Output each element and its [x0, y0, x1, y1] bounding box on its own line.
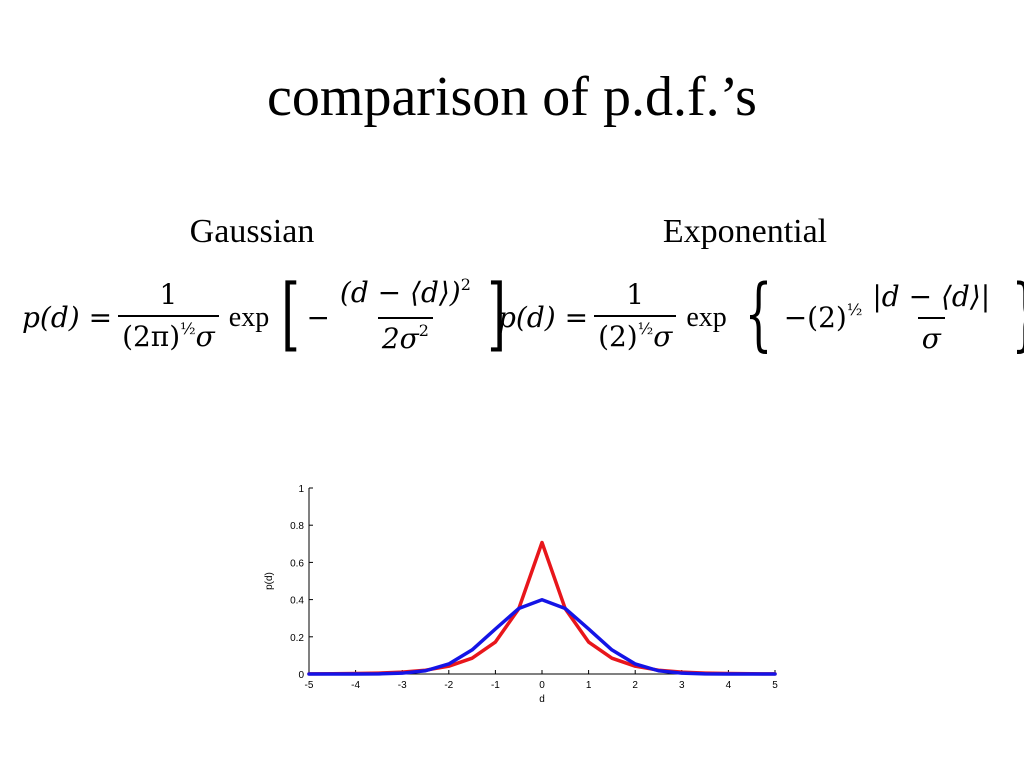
- exponential-prefactor: 1 (2)½σ: [594, 277, 677, 357]
- chart-axes: -5 -4 -3 -2 -1 0 1 2 3 4 5 0 0.2 0.4 0.6 0.8 1: [290, 484, 778, 691]
- slide-title: comparison of p.d.f.’s: [267, 66, 757, 128]
- gaussian-exp-word: exp: [228, 301, 270, 333]
- gaussian-exponent-denominator: 2σ2: [377, 316, 433, 359]
- gaussian-prefactor-denominator: (2π)½σ: [118, 314, 219, 357]
- x-tick-label: 3: [679, 680, 685, 691]
- gaussian-exponent-numerator: (d − ⟨d⟩)2: [339, 274, 471, 309]
- exponential-label: Exponential: [662, 213, 828, 250]
- exponential-exponent-numerator: |d − ⟨d⟩|: [872, 279, 991, 313]
- y-tick-label: 0: [298, 670, 304, 681]
- gaussian-series-line: [307, 598, 777, 676]
- x-tick-label: 1: [586, 680, 592, 691]
- exponential-close-brace: }: [1012, 273, 1024, 354]
- exponential-prefactor-numerator: 1: [626, 277, 645, 311]
- exponential-exponent-fraction: |d − ⟨d⟩| σ: [868, 279, 994, 355]
- exponential-exp-word: exp: [686, 301, 727, 333]
- x-tick-label: -4: [351, 680, 360, 691]
- x-tick-label: 4: [726, 680, 732, 691]
- x-tick-label: 2: [632, 680, 638, 691]
- x-tick-label: -3: [398, 680, 407, 691]
- chart-series: [307, 540, 777, 676]
- gaussian-minus: −: [306, 301, 330, 334]
- gaussian-formula: p(d) = 1 (2π)½σ exp [ − (d − ⟨d⟩)2 2σ2 ]: [22, 270, 512, 365]
- y-tick-label: 1: [298, 484, 304, 495]
- exponential-minus: −(2)½: [783, 300, 863, 334]
- x-tick-label: 5: [772, 680, 778, 691]
- gaussian-close-bracket: ]: [487, 266, 506, 360]
- y-tick-label: 0.2: [290, 633, 304, 644]
- chart-svg: -5 -4 -3 -2 -1 0 1 2 3 4 5 0 0.2 0.4 0.6 0.8 1 d p(d): [264, 484, 778, 705]
- gaussian-prefactor-numerator: 1: [159, 277, 178, 311]
- gaussian-open-bracket: [: [281, 266, 301, 360]
- x-tick-label: -1: [491, 680, 500, 691]
- x-tick-label: -5: [305, 680, 314, 691]
- y-tick-label: 0.4: [290, 596, 304, 607]
- y-tick-label: 0.8: [290, 521, 304, 532]
- gaussian-exponent-fraction: (d − ⟨d⟩)2 2σ2: [336, 274, 475, 359]
- exponential-open-brace: {: [744, 266, 773, 360]
- gaussian-label: Gaussian: [189, 213, 315, 250]
- pdf-comparison-chart: -5 -4 -3 -2 -1 0 1 2 3 4 5 0 0.2 0.4 0.6 0.8 1 d p(d): [250, 475, 790, 725]
- y-tick-label: 0.6: [290, 558, 304, 569]
- exponential-prefactor-denominator: (2)½σ: [594, 314, 677, 357]
- x-tick-label: 0: [539, 680, 545, 691]
- y-axis-label: p(d): [264, 572, 275, 590]
- gaussian-lhs: p(d) =: [22, 301, 113, 334]
- exponential-exponent-denominator: σ: [917, 316, 945, 355]
- exponential-formula: p(d) = 1 (2)½σ exp { −(2)½ |d − ⟨d⟩| σ }: [498, 270, 1024, 365]
- x-axis-label: d: [539, 694, 545, 705]
- exponential-lhs: p(d) =: [498, 301, 589, 334]
- gaussian-prefactor: 1 (2π)½σ: [118, 277, 219, 357]
- x-tick-label: -2: [444, 680, 453, 691]
- exponential-series-line: [307, 540, 777, 676]
